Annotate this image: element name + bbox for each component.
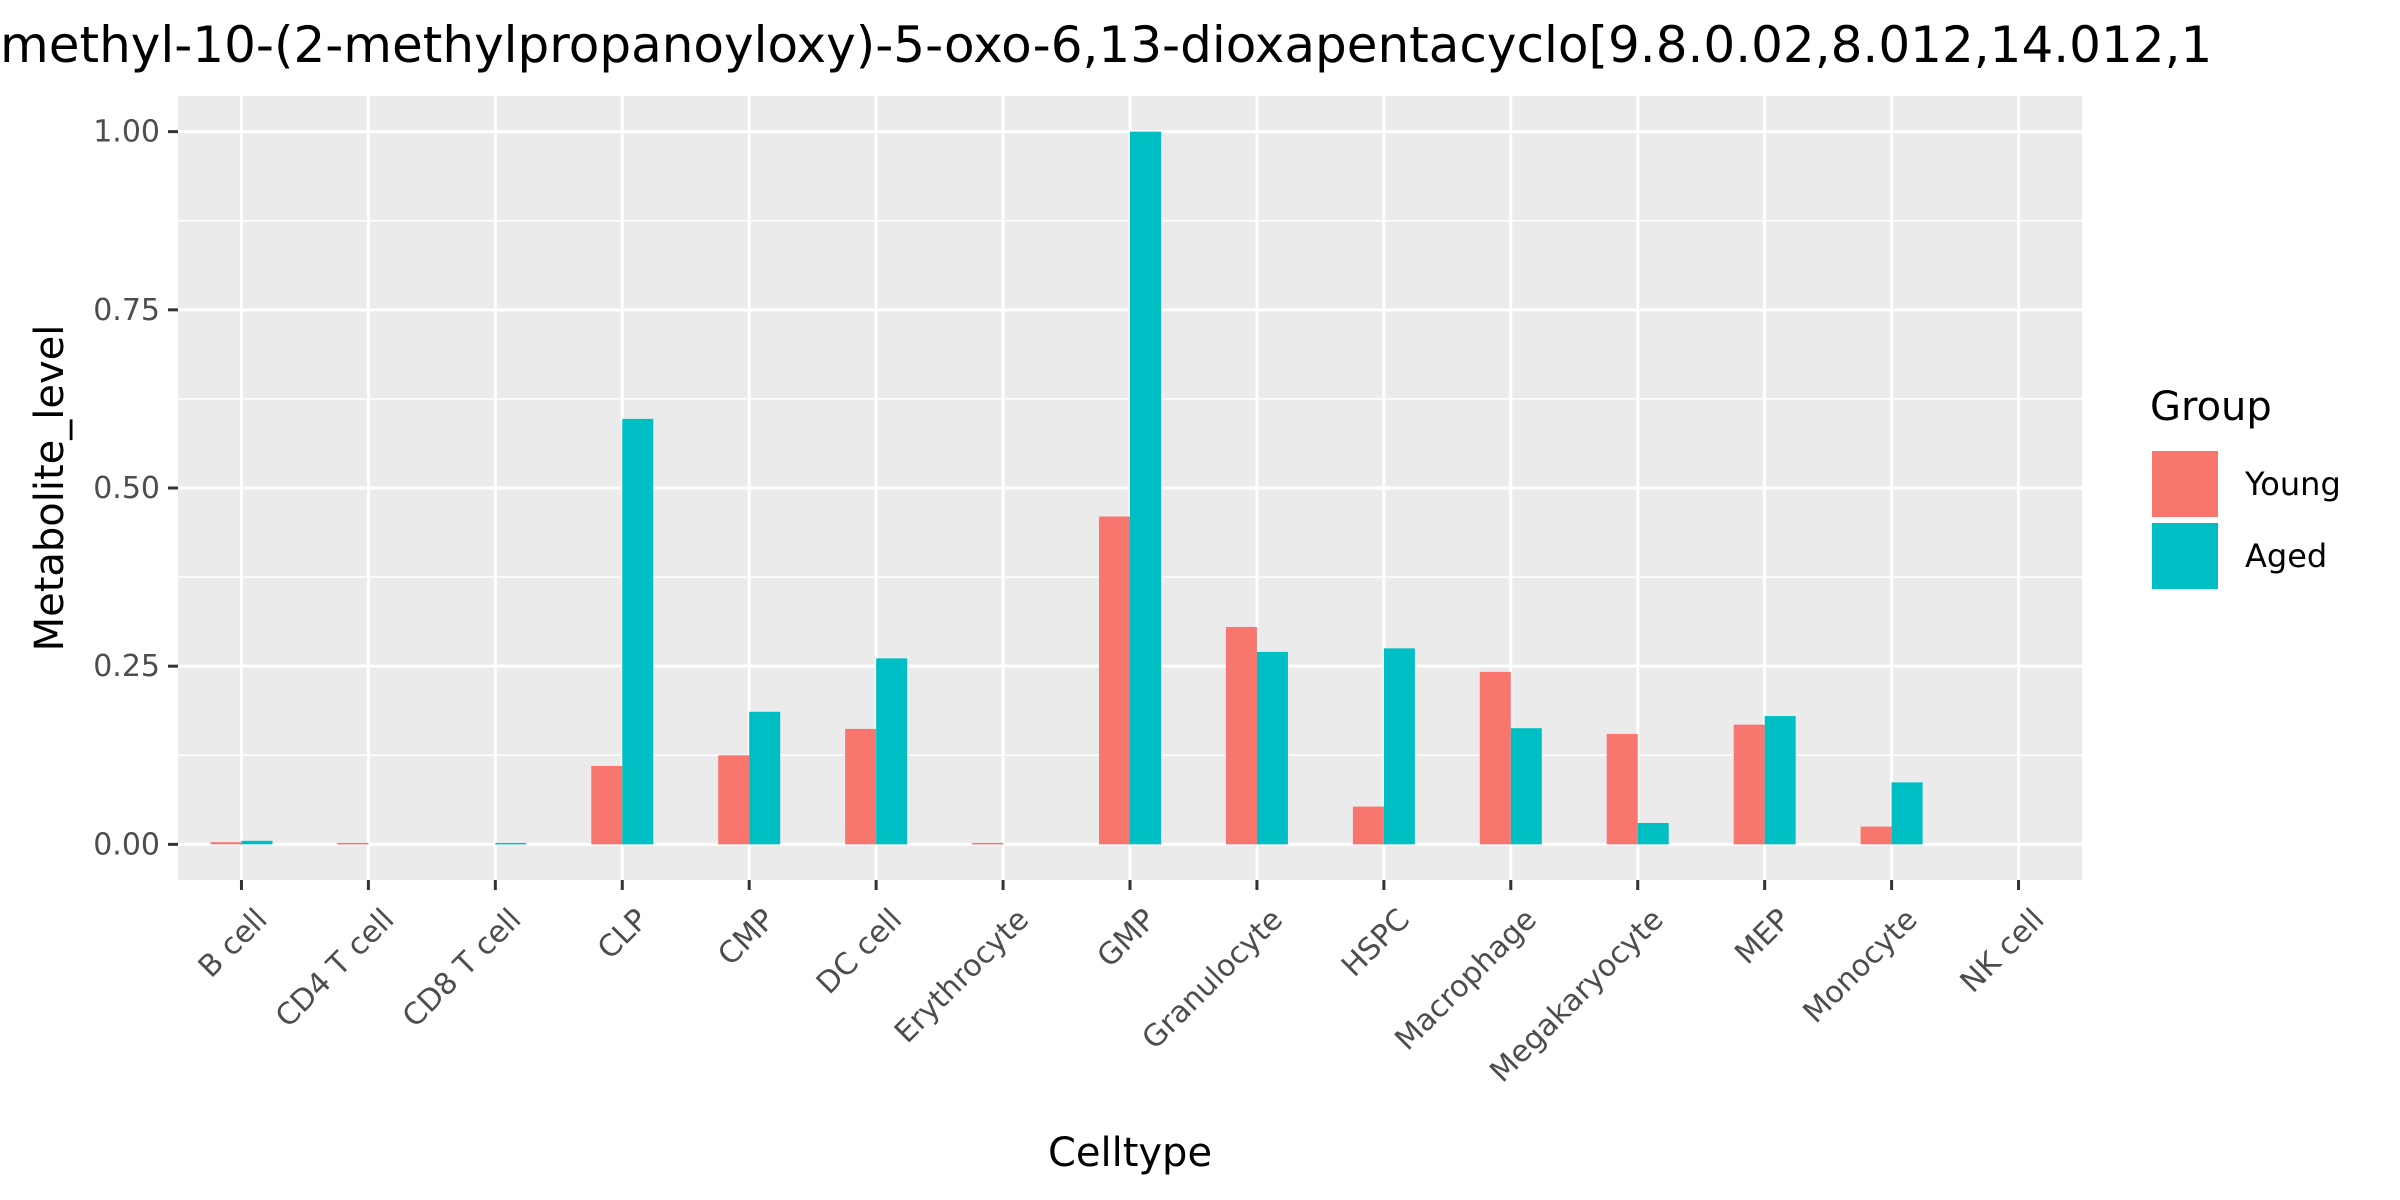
bar-young bbox=[972, 842, 1004, 845]
legend: Group Young Aged bbox=[2150, 384, 2341, 589]
bar-young bbox=[1606, 733, 1638, 845]
bar-young bbox=[718, 755, 750, 845]
bar-aged bbox=[1510, 728, 1542, 845]
y-tick-label: 0.75 bbox=[93, 293, 160, 328]
legend-items: Young Aged bbox=[2152, 451, 2341, 589]
bar-young bbox=[845, 728, 877, 845]
bar-young bbox=[1479, 671, 1511, 845]
x-axis-title: Celltype bbox=[1048, 1130, 1212, 1176]
bar-young bbox=[1860, 826, 1892, 845]
bar-aged bbox=[1256, 651, 1288, 845]
bar-young bbox=[591, 765, 623, 845]
bar-aged bbox=[1383, 648, 1415, 845]
bar-aged bbox=[495, 842, 527, 845]
legend-label-young: Young bbox=[2244, 465, 2341, 503]
y-tick-label: 0.50 bbox=[93, 471, 160, 506]
bar-aged bbox=[1764, 716, 1796, 845]
bar-aged bbox=[1637, 822, 1669, 845]
legend-swatch-aged bbox=[2152, 523, 2218, 589]
bar-young bbox=[1099, 516, 1130, 845]
y-tick-label: 0.00 bbox=[93, 827, 160, 862]
bar-young bbox=[1733, 724, 1765, 845]
bars bbox=[210, 131, 1923, 845]
bar-young bbox=[1225, 626, 1257, 845]
y-tick-label: 0.25 bbox=[93, 649, 160, 684]
bar-aged bbox=[749, 711, 781, 845]
bar-aged bbox=[241, 840, 273, 845]
bar-aged bbox=[876, 658, 908, 845]
chart-title: methyl-10-(2-methylpropanoyloxy)-5-oxo-6… bbox=[0, 16, 2212, 74]
bar-aged bbox=[622, 418, 654, 845]
y-tick-label: 1.00 bbox=[93, 115, 160, 150]
y-axis-title: Metabolite_level bbox=[27, 325, 73, 652]
legend-swatch-young bbox=[2152, 451, 2218, 517]
y-axis: 0.00 0.25 0.50 0.75 1.00 bbox=[93, 115, 178, 862]
bar-young bbox=[210, 842, 242, 845]
legend-label-aged: Aged bbox=[2245, 537, 2327, 575]
bar-young bbox=[1352, 806, 1384, 845]
bar-aged bbox=[1891, 782, 1923, 845]
legend-title: Group bbox=[2150, 384, 2272, 430]
bar-young bbox=[337, 842, 369, 845]
bar-aged bbox=[1130, 131, 1161, 845]
